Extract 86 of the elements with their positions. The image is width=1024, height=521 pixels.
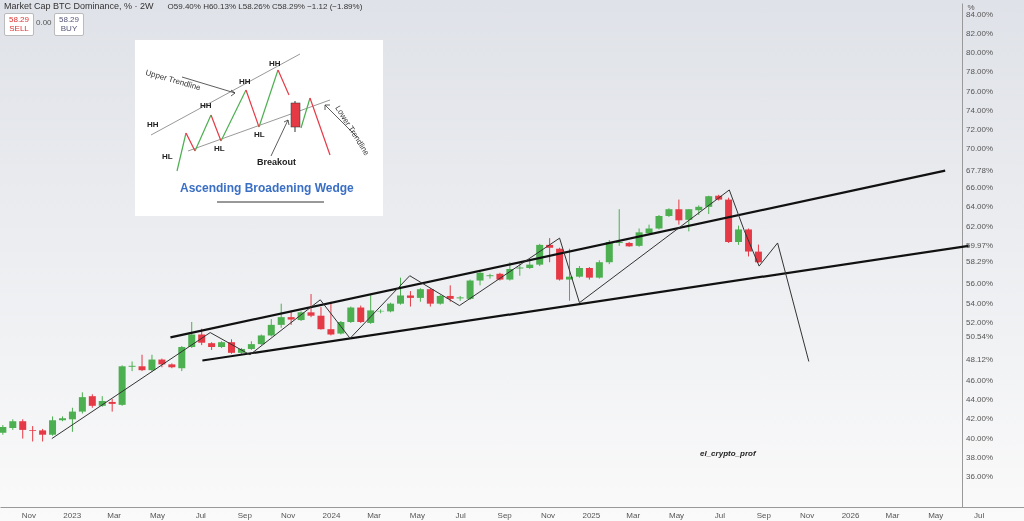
annotation: Breakout: [257, 157, 297, 167]
x-tick-label: May: [668, 510, 685, 520]
x-tick-label: Jul: [714, 510, 726, 520]
y-tick-label: 42.00%: [966, 414, 994, 424]
candlestick: [317, 306, 325, 331]
y-tick-label: 62.00%: [966, 221, 994, 231]
candlestick: [307, 293, 315, 318]
candlestick: [178, 345, 186, 372]
x-tick-label: Nov: [800, 510, 815, 520]
y-tick-label: 59.97%: [966, 241, 994, 251]
y-tick-label: 76.00%: [966, 86, 994, 96]
x-tick-label: Nov: [280, 510, 296, 520]
annotation: HH: [147, 120, 159, 129]
y-tick-label: 66.00%: [966, 183, 994, 193]
y-tick-label: 52.00%: [966, 317, 994, 327]
x-tick-label: Mar: [626, 510, 641, 520]
x-tick-label: 2023: [63, 510, 82, 520]
order-button: 58.29 BUY: [54, 13, 84, 36]
annotation: el_crypto_prof: [700, 449, 756, 458]
annotation: HL: [162, 152, 173, 161]
y-tick-label: 82.00%: [966, 28, 994, 38]
annotation: HL: [254, 130, 265, 139]
candlestick: [595, 259, 603, 280]
annotation: 58.29: [8, 15, 30, 24]
candlestick: [685, 208, 693, 232]
y-tick-label: 80.00%: [966, 48, 994, 58]
x-tick-label: Nov: [540, 510, 556, 520]
annotation: 0.00: [36, 18, 52, 27]
x-tick-label: Mar: [885, 510, 900, 520]
y-tick-label: 56.00%: [966, 279, 994, 289]
candlestick: [735, 225, 743, 246]
candlestick: [486, 273, 494, 280]
y-tick-label: 67.78%: [966, 165, 994, 175]
x-tick-label: Nov: [21, 510, 37, 520]
candlestick: [19, 418, 27, 440]
y-tick-label: 50.54%: [966, 332, 994, 342]
y-tick-label: 74.00%: [966, 105, 994, 115]
annotation: HH: [269, 59, 281, 68]
y-tick-label: 38.00%: [966, 452, 994, 462]
candlestick: [675, 199, 683, 226]
x-tick-label: 2024: [322, 510, 341, 520]
candlestick: [68, 407, 76, 433]
y-tick-label: 36.00%: [966, 472, 994, 482]
annotation: HL: [214, 144, 225, 153]
x-tick-label: Sep: [237, 510, 253, 520]
y-tick-label: 40.00%: [966, 433, 994, 443]
x-tick-label: 2026: [841, 510, 860, 520]
annotation: 58.29: [58, 15, 80, 24]
y-tick-label: 48.12%: [966, 355, 994, 365]
y-tick-label: 44.00%: [966, 395, 994, 405]
chart-subtitle: O59.40% H60.13% L58.26% C58.29% −1.12 (−1.89%): [167, 2, 363, 11]
candlestick: [128, 360, 136, 372]
candlestick: [49, 415, 57, 437]
y-axis-title: %: [967, 2, 975, 12]
chart-title: Market Cap BTC Dominance, % · 2W: [4, 1, 154, 11]
y-tick-label: 58.29%: [966, 257, 994, 267]
y-tick-label: 54.00%: [966, 298, 994, 308]
x-tick-label: Sep: [497, 510, 513, 520]
x-tick-label: May: [409, 510, 425, 520]
annotation: BUY: [59, 24, 79, 33]
order-button: 58.29 SELL: [4, 13, 34, 36]
candlestick: [397, 277, 405, 306]
x-tick-label: Sep: [756, 510, 772, 520]
x-tick-label: Jul: [195, 510, 207, 520]
y-tick-label: 78.00%: [966, 67, 994, 77]
y-tick-label: 64.00%: [966, 202, 994, 212]
x-tick-label: 2025: [582, 510, 601, 520]
candlestick: [138, 354, 146, 372]
candlestick: [466, 279, 474, 301]
x-tick-label: Mar: [367, 510, 382, 520]
x-tick-label: Jul: [455, 510, 466, 520]
annotation: Ascending Broadening Wedge: [180, 181, 354, 195]
y-tick-label: 46.00%: [966, 375, 994, 385]
annotation: SELL: [8, 24, 30, 33]
annotation: HH: [200, 101, 212, 110]
candlestick: [29, 425, 37, 442]
y-tick-label: 70.00%: [966, 144, 994, 154]
candlestick: [78, 391, 86, 415]
y-tick-label: 72.00%: [966, 125, 994, 135]
x-tick-label: Jul: [973, 510, 985, 520]
x-tick-label: Mar: [107, 510, 122, 520]
y-tick-label: 84.00%: [966, 9, 994, 19]
annotation: HH: [239, 77, 251, 86]
x-tick-label: May: [928, 510, 944, 520]
x-tick-label: May: [149, 510, 165, 520]
candlestick: [277, 303, 285, 329]
